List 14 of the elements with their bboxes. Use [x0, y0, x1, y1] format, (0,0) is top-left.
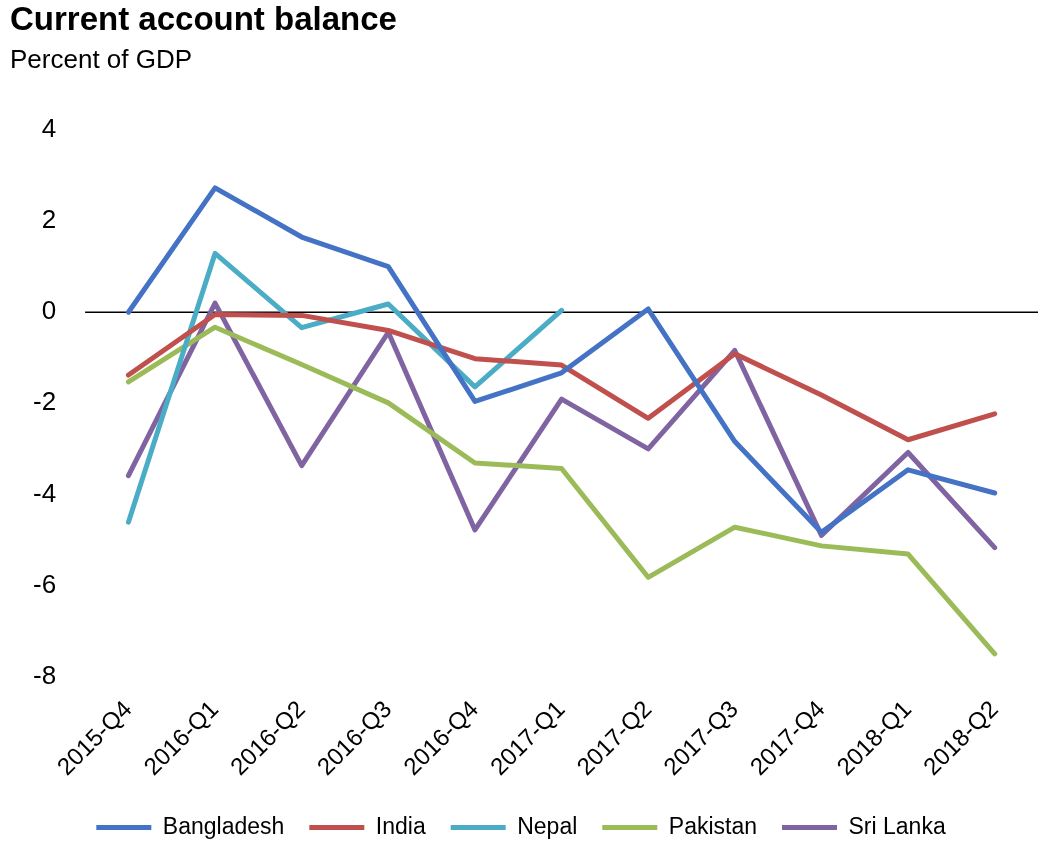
legend-label: India: [375, 812, 426, 839]
legend-label: Sri Lanka: [848, 812, 946, 839]
y-tick-label: 2: [41, 204, 57, 235]
legend-label: Pakistan: [668, 812, 758, 839]
y-tick-label: 4: [41, 113, 57, 144]
chart-title: Current account balance: [10, 0, 397, 38]
y-tick-label: -8: [32, 659, 57, 690]
y-tick-label: -4: [32, 477, 57, 508]
y-tick-label: -6: [32, 568, 57, 599]
legend-label: Nepal: [517, 812, 578, 839]
legend-label: Bangladesh: [162, 812, 285, 839]
chart-subtitle: Percent of GDP: [10, 43, 193, 75]
y-tick-label: 0: [41, 295, 57, 326]
y-tick-label: -2: [32, 386, 57, 417]
